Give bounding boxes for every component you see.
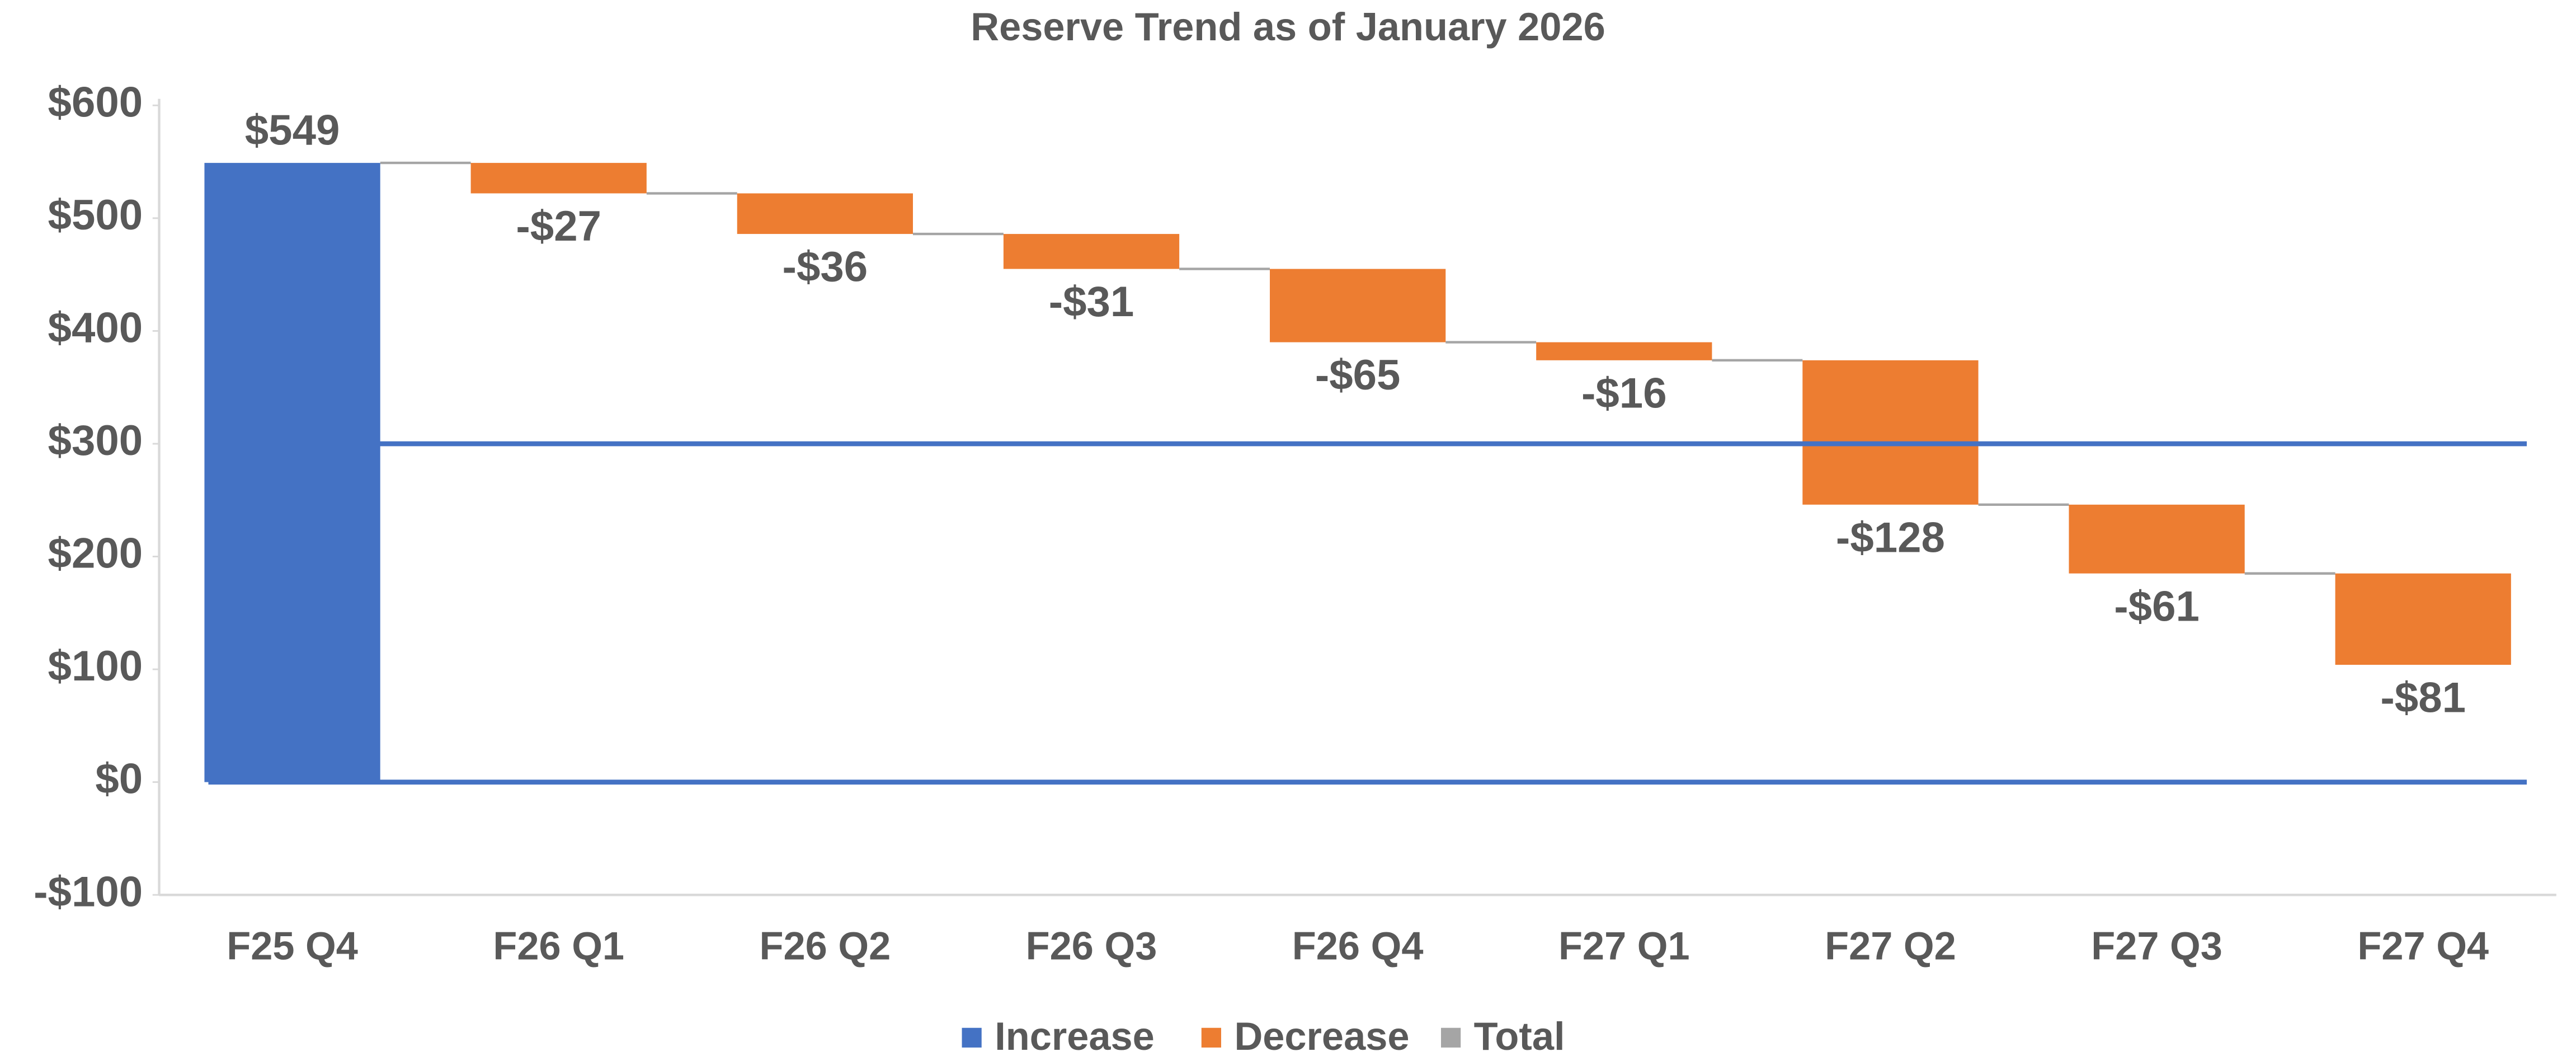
x-tick-label: F27 Q2 — [1825, 924, 1956, 968]
value-label: -$61 — [2114, 583, 2200, 630]
y-tick-label: -$100 — [34, 868, 143, 916]
x-tick-label: F27 Q3 — [2091, 924, 2222, 968]
legend-swatch — [1201, 1027, 1221, 1048]
value-label: -$128 — [1836, 514, 1945, 561]
legend-label: Total — [1474, 1014, 1565, 1058]
x-tick-label: F25 Q4 — [227, 924, 358, 968]
x-tick-label: F27 Q4 — [2357, 924, 2489, 968]
value-label: -$27 — [516, 203, 601, 250]
chart-title: Reserve Trend as of January 2026 — [971, 4, 1605, 49]
y-tick-label: $200 — [48, 530, 143, 578]
bar — [1270, 269, 1446, 342]
y-tick-label: $500 — [48, 191, 143, 239]
value-label: -$16 — [1581, 369, 1667, 417]
bar — [470, 163, 647, 194]
y-tick-label: $600 — [48, 78, 143, 126]
y-tick-label: $100 — [48, 642, 143, 690]
y-tick-label: $400 — [48, 304, 143, 352]
bar — [1003, 234, 1180, 269]
value-label: -$81 — [2380, 674, 2466, 722]
y-tick-label: $300 — [48, 417, 143, 464]
value-label: -$31 — [1049, 278, 1134, 326]
bar — [204, 163, 380, 782]
bar — [2069, 504, 2245, 574]
bar — [1536, 342, 1712, 360]
bar — [2335, 573, 2511, 665]
value-label: -$36 — [783, 243, 868, 291]
x-tick-label: F27 Q1 — [1558, 924, 1690, 968]
x-tick-label: F26 Q3 — [1026, 924, 1157, 968]
legend-label: Increase — [995, 1014, 1155, 1058]
x-tick-label: F26 Q4 — [1292, 924, 1424, 968]
value-label: $549 — [245, 106, 340, 154]
legend-label: Decrease — [1234, 1014, 1409, 1058]
bar — [1802, 360, 1979, 505]
legend-swatch — [962, 1027, 982, 1048]
value-label: -$65 — [1315, 351, 1401, 399]
y-tick-label: $0 — [95, 755, 143, 803]
legend-swatch — [1441, 1027, 1461, 1048]
x-tick-label: F26 Q1 — [493, 924, 624, 968]
x-tick-label: F26 Q2 — [760, 924, 891, 968]
bar — [737, 193, 913, 234]
